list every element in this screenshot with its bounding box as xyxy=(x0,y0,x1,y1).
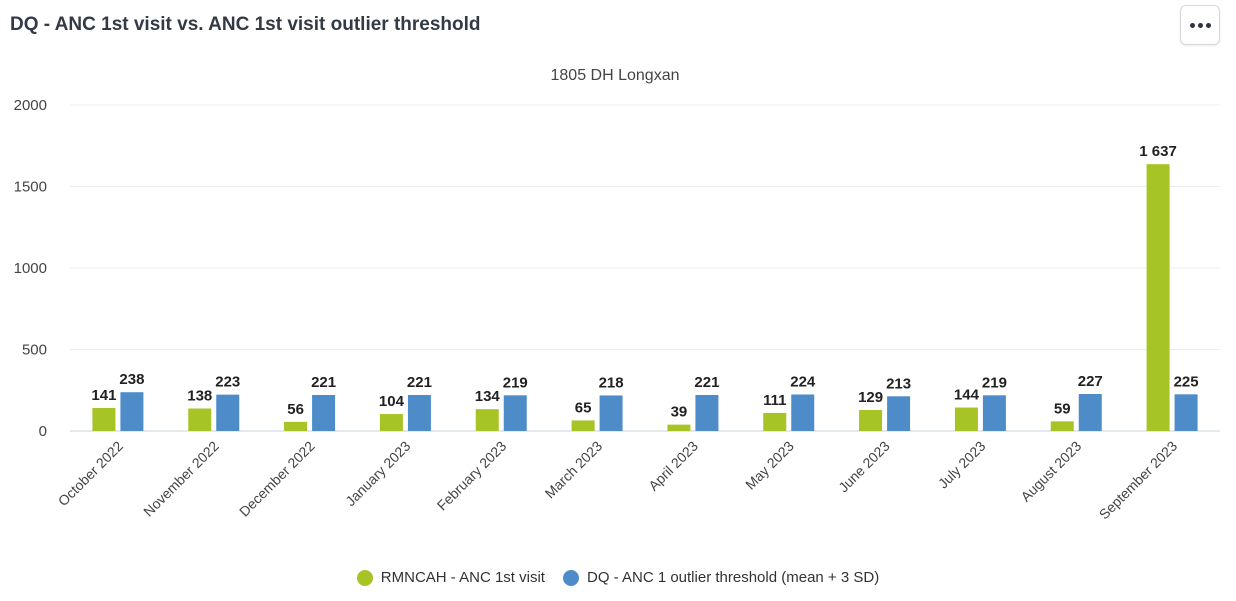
data-label: 1 637 xyxy=(1139,143,1177,160)
data-label: 221 xyxy=(694,374,719,391)
bar-outlier-threshold[interactable] xyxy=(1078,393,1102,431)
bar-anc-1st-visit[interactable] xyxy=(1146,164,1170,431)
chart-legend: RMNCAH - ANC 1st visit DQ - ANC 1 outlie… xyxy=(0,569,1236,586)
bar-outlier-threshold[interactable] xyxy=(216,394,240,431)
data-label: 219 xyxy=(982,374,1007,391)
data-label: 144 xyxy=(954,387,980,404)
bar-outlier-threshold[interactable] xyxy=(503,395,527,431)
bar-anc-1st-visit[interactable] xyxy=(1050,421,1074,431)
bar-outlier-threshold[interactable] xyxy=(1174,394,1198,431)
x-tick-label: November 2022 xyxy=(140,438,222,520)
x-tick-label: March 2023 xyxy=(542,438,606,502)
x-tick-label: October 2022 xyxy=(55,438,126,509)
x-tick-label: July 2023 xyxy=(935,438,989,492)
bar-anc-1st-visit[interactable] xyxy=(954,407,978,431)
y-tick-label: 1500 xyxy=(14,179,47,196)
x-tick-label: May 2023 xyxy=(742,438,797,493)
data-label: 104 xyxy=(379,393,405,410)
data-label: 225 xyxy=(1174,373,1199,390)
legend-swatch-icon xyxy=(356,569,373,586)
data-label: 141 xyxy=(91,387,116,404)
x-tick-label: August 2023 xyxy=(1017,438,1084,505)
data-label: 227 xyxy=(1078,373,1103,390)
bar-anc-1st-visit[interactable] xyxy=(284,421,308,431)
data-label: 218 xyxy=(599,374,624,391)
more-options-button[interactable] xyxy=(1180,5,1220,45)
data-label: 59 xyxy=(1054,400,1071,417)
x-tick-label: December 2022 xyxy=(236,438,318,520)
x-tick-label: January 2023 xyxy=(342,438,413,509)
legend-item-anc-1st-visit[interactable]: RMNCAH - ANC 1st visit xyxy=(356,569,545,586)
data-label: 56 xyxy=(287,401,304,418)
bar-outlier-threshold[interactable] xyxy=(695,394,719,431)
bar-outlier-threshold[interactable] xyxy=(407,394,431,431)
data-label: 219 xyxy=(503,374,528,391)
bar-outlier-threshold[interactable] xyxy=(120,392,144,431)
y-tick-label: 500 xyxy=(22,342,47,359)
data-label: 221 xyxy=(311,374,336,391)
data-label: 223 xyxy=(215,374,240,391)
legend-item-outlier-threshold[interactable]: DQ - ANC 1 outlier threshold (mean + 3 S… xyxy=(562,569,880,586)
bar-anc-1st-visit[interactable] xyxy=(667,424,691,431)
x-tick-label: April 2023 xyxy=(645,438,701,494)
legend-label: RMNCAH - ANC 1st visit xyxy=(380,569,545,586)
bar-anc-1st-visit[interactable] xyxy=(475,409,499,431)
more-horizontal-icon xyxy=(1189,22,1211,28)
y-tick-label: 0 xyxy=(39,423,47,440)
data-label: 65 xyxy=(575,399,592,416)
data-label: 39 xyxy=(671,404,688,421)
x-tick-label: September 2023 xyxy=(1096,438,1181,523)
bar-outlier-threshold[interactable] xyxy=(887,396,911,431)
bar-outlier-threshold[interactable] xyxy=(791,394,815,431)
data-label: 224 xyxy=(790,373,816,390)
bar-anc-1st-visit[interactable] xyxy=(571,420,595,431)
data-label: 221 xyxy=(407,374,432,391)
bar-anc-1st-visit[interactable] xyxy=(763,412,787,431)
bar-outlier-threshold[interactable] xyxy=(312,394,336,431)
x-tick-label: June 2023 xyxy=(835,438,893,496)
data-label: 129 xyxy=(858,389,883,406)
chart-title: DQ - ANC 1st visit vs. ANC 1st visit out… xyxy=(10,14,481,35)
data-label: 134 xyxy=(475,388,501,405)
bar-outlier-threshold[interactable] xyxy=(982,395,1006,431)
y-tick-label: 1000 xyxy=(14,260,47,277)
data-label: 213 xyxy=(886,375,911,392)
y-tick-label: 2000 xyxy=(14,97,47,114)
data-label: 238 xyxy=(119,371,144,388)
chart-subtitle: 1805 DH Longxan xyxy=(551,67,680,84)
legend-swatch-icon xyxy=(562,569,579,586)
data-label: 111 xyxy=(763,392,786,409)
bar-anc-1st-visit[interactable] xyxy=(379,414,403,431)
x-tick-label: February 2023 xyxy=(434,438,510,514)
bar-anc-1st-visit[interactable] xyxy=(859,409,883,431)
bar-outlier-threshold[interactable] xyxy=(599,395,623,431)
bar-anc-1st-visit[interactable] xyxy=(188,408,212,431)
legend-label: DQ - ANC 1 outlier threshold (mean + 3 S… xyxy=(586,569,880,586)
bar-anc-1st-visit[interactable] xyxy=(92,408,116,431)
data-label: 138 xyxy=(187,388,212,405)
